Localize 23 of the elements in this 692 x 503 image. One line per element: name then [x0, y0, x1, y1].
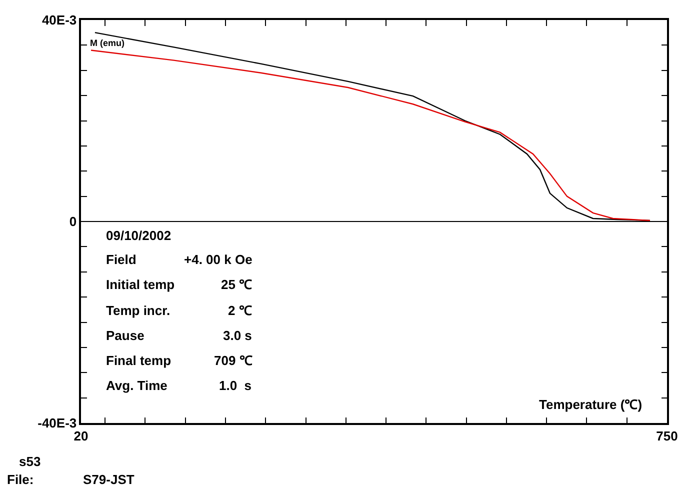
text: S79-JST — [83, 472, 134, 487]
annotation: Initial temp — [106, 277, 175, 292]
annotation: +4. 00 k Oe — [184, 252, 252, 267]
annotation: Field — [106, 252, 136, 267]
annotation: Temp incr. — [106, 303, 170, 318]
annotation: Pause — [106, 328, 144, 343]
y-tick-label: -40E-3 — [38, 416, 77, 431]
x-tick-label: 20 — [74, 428, 88, 444]
annotation: 25 ℃ — [221, 277, 252, 292]
x-tick-label: 750 — [656, 428, 678, 444]
y-axis-title: M (emu) — [90, 38, 124, 48]
annotation: 709 ℃ — [214, 353, 252, 368]
annotation: 3.0 s — [223, 328, 252, 343]
y-tick-label: 0 — [69, 214, 77, 230]
annotation: Avg. Time — [106, 378, 168, 393]
text: File: — [7, 472, 34, 487]
annotation: 2 ℃ — [228, 303, 252, 318]
annotation: Final temp — [106, 353, 172, 368]
annotation: 09/10/2002 — [106, 228, 172, 243]
annotation: 1.0 s — [219, 378, 252, 393]
y-tick-label: 40E-3 — [42, 12, 77, 28]
text: s53 — [19, 454, 41, 469]
x-axis-title: Temperature (℃) — [539, 397, 642, 412]
